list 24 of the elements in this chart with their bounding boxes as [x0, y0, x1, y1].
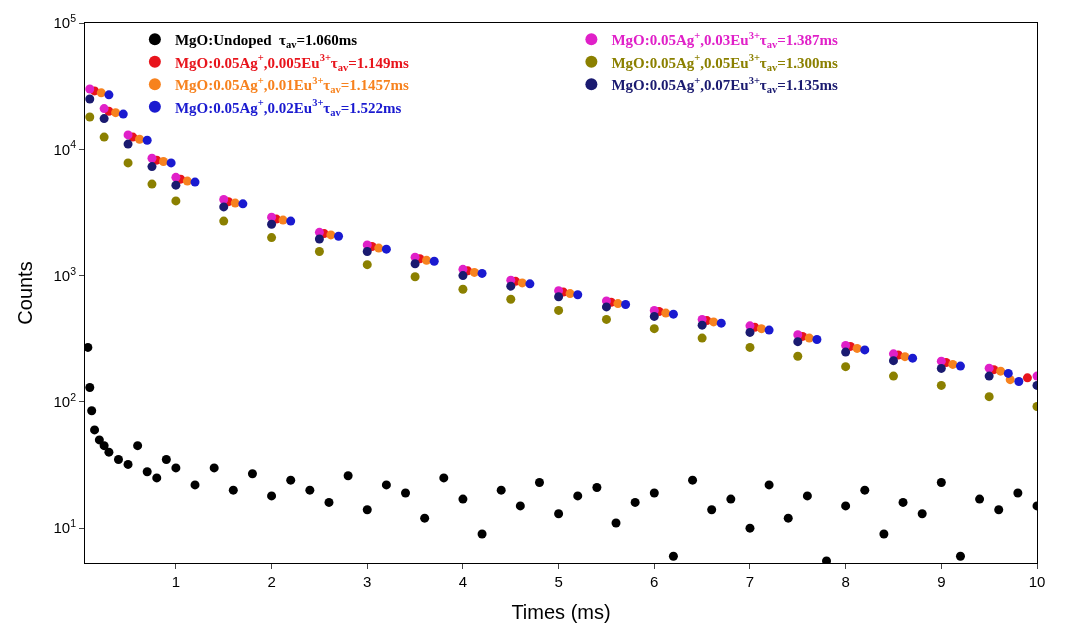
x-tick-label: 6 [650, 573, 659, 590]
y-axis-title: Counts [13, 261, 36, 325]
legend-label: MgO:0.05Ag$^{+}$,0.02Eu$^{3+}$τ$_{av}$=1.522ms [174, 97, 402, 118]
x-axis-title: Times (ms) [511, 600, 611, 623]
y-tick-label: 10$^{3}$ [53, 264, 77, 284]
legend-label: MgO:Undoped τ$_{av}$=1.060ms [174, 32, 358, 51]
x-tick-label: 5 [554, 573, 563, 590]
y-tick-label: 10$^{5}$ [53, 11, 77, 32]
x-tick-label: 4 [458, 573, 468, 590]
x-tick-label: 3 [363, 573, 372, 590]
x-tick-label: 7 [745, 573, 755, 590]
legend-label: MgO:0.05Ag$^{+}$,0.05Eu$^{3+}$τ$_{av}$=1.300ms [611, 52, 839, 73]
x-tick-label: 2 [267, 573, 276, 590]
y-tick-label: 10$^{4}$ [53, 138, 77, 158]
x-tick-label: 1 [171, 573, 181, 590]
legend-label: MgO:0.05Ag$^{+}$,0.01Eu$^{3+}$τ$_{av}$=1.1457ms [174, 74, 410, 96]
y-tick-label: 10$^{2}$ [53, 390, 77, 411]
x-tick-label: 9 [937, 573, 946, 590]
x-tick-label: 8 [841, 573, 850, 590]
legend-label: MgO:0.05Ag$^{+}$,0.03Eu$^{3+}$τ$_{av}$=1.387ms [611, 29, 839, 51]
legend-label: MgO:0.05Ag$^{+}$,0.07Eu$^{3+}$τ$_{av}$=1.135ms [611, 74, 839, 96]
y-tick-label: 10$^{1}$ [53, 517, 77, 537]
legend-label: MgO:0.05Ag$^{+}$,0.005Eu$^{3+}$τ$_{av}$=1.149ms [174, 52, 410, 73]
x-tick-label: 10 [1028, 573, 1046, 590]
